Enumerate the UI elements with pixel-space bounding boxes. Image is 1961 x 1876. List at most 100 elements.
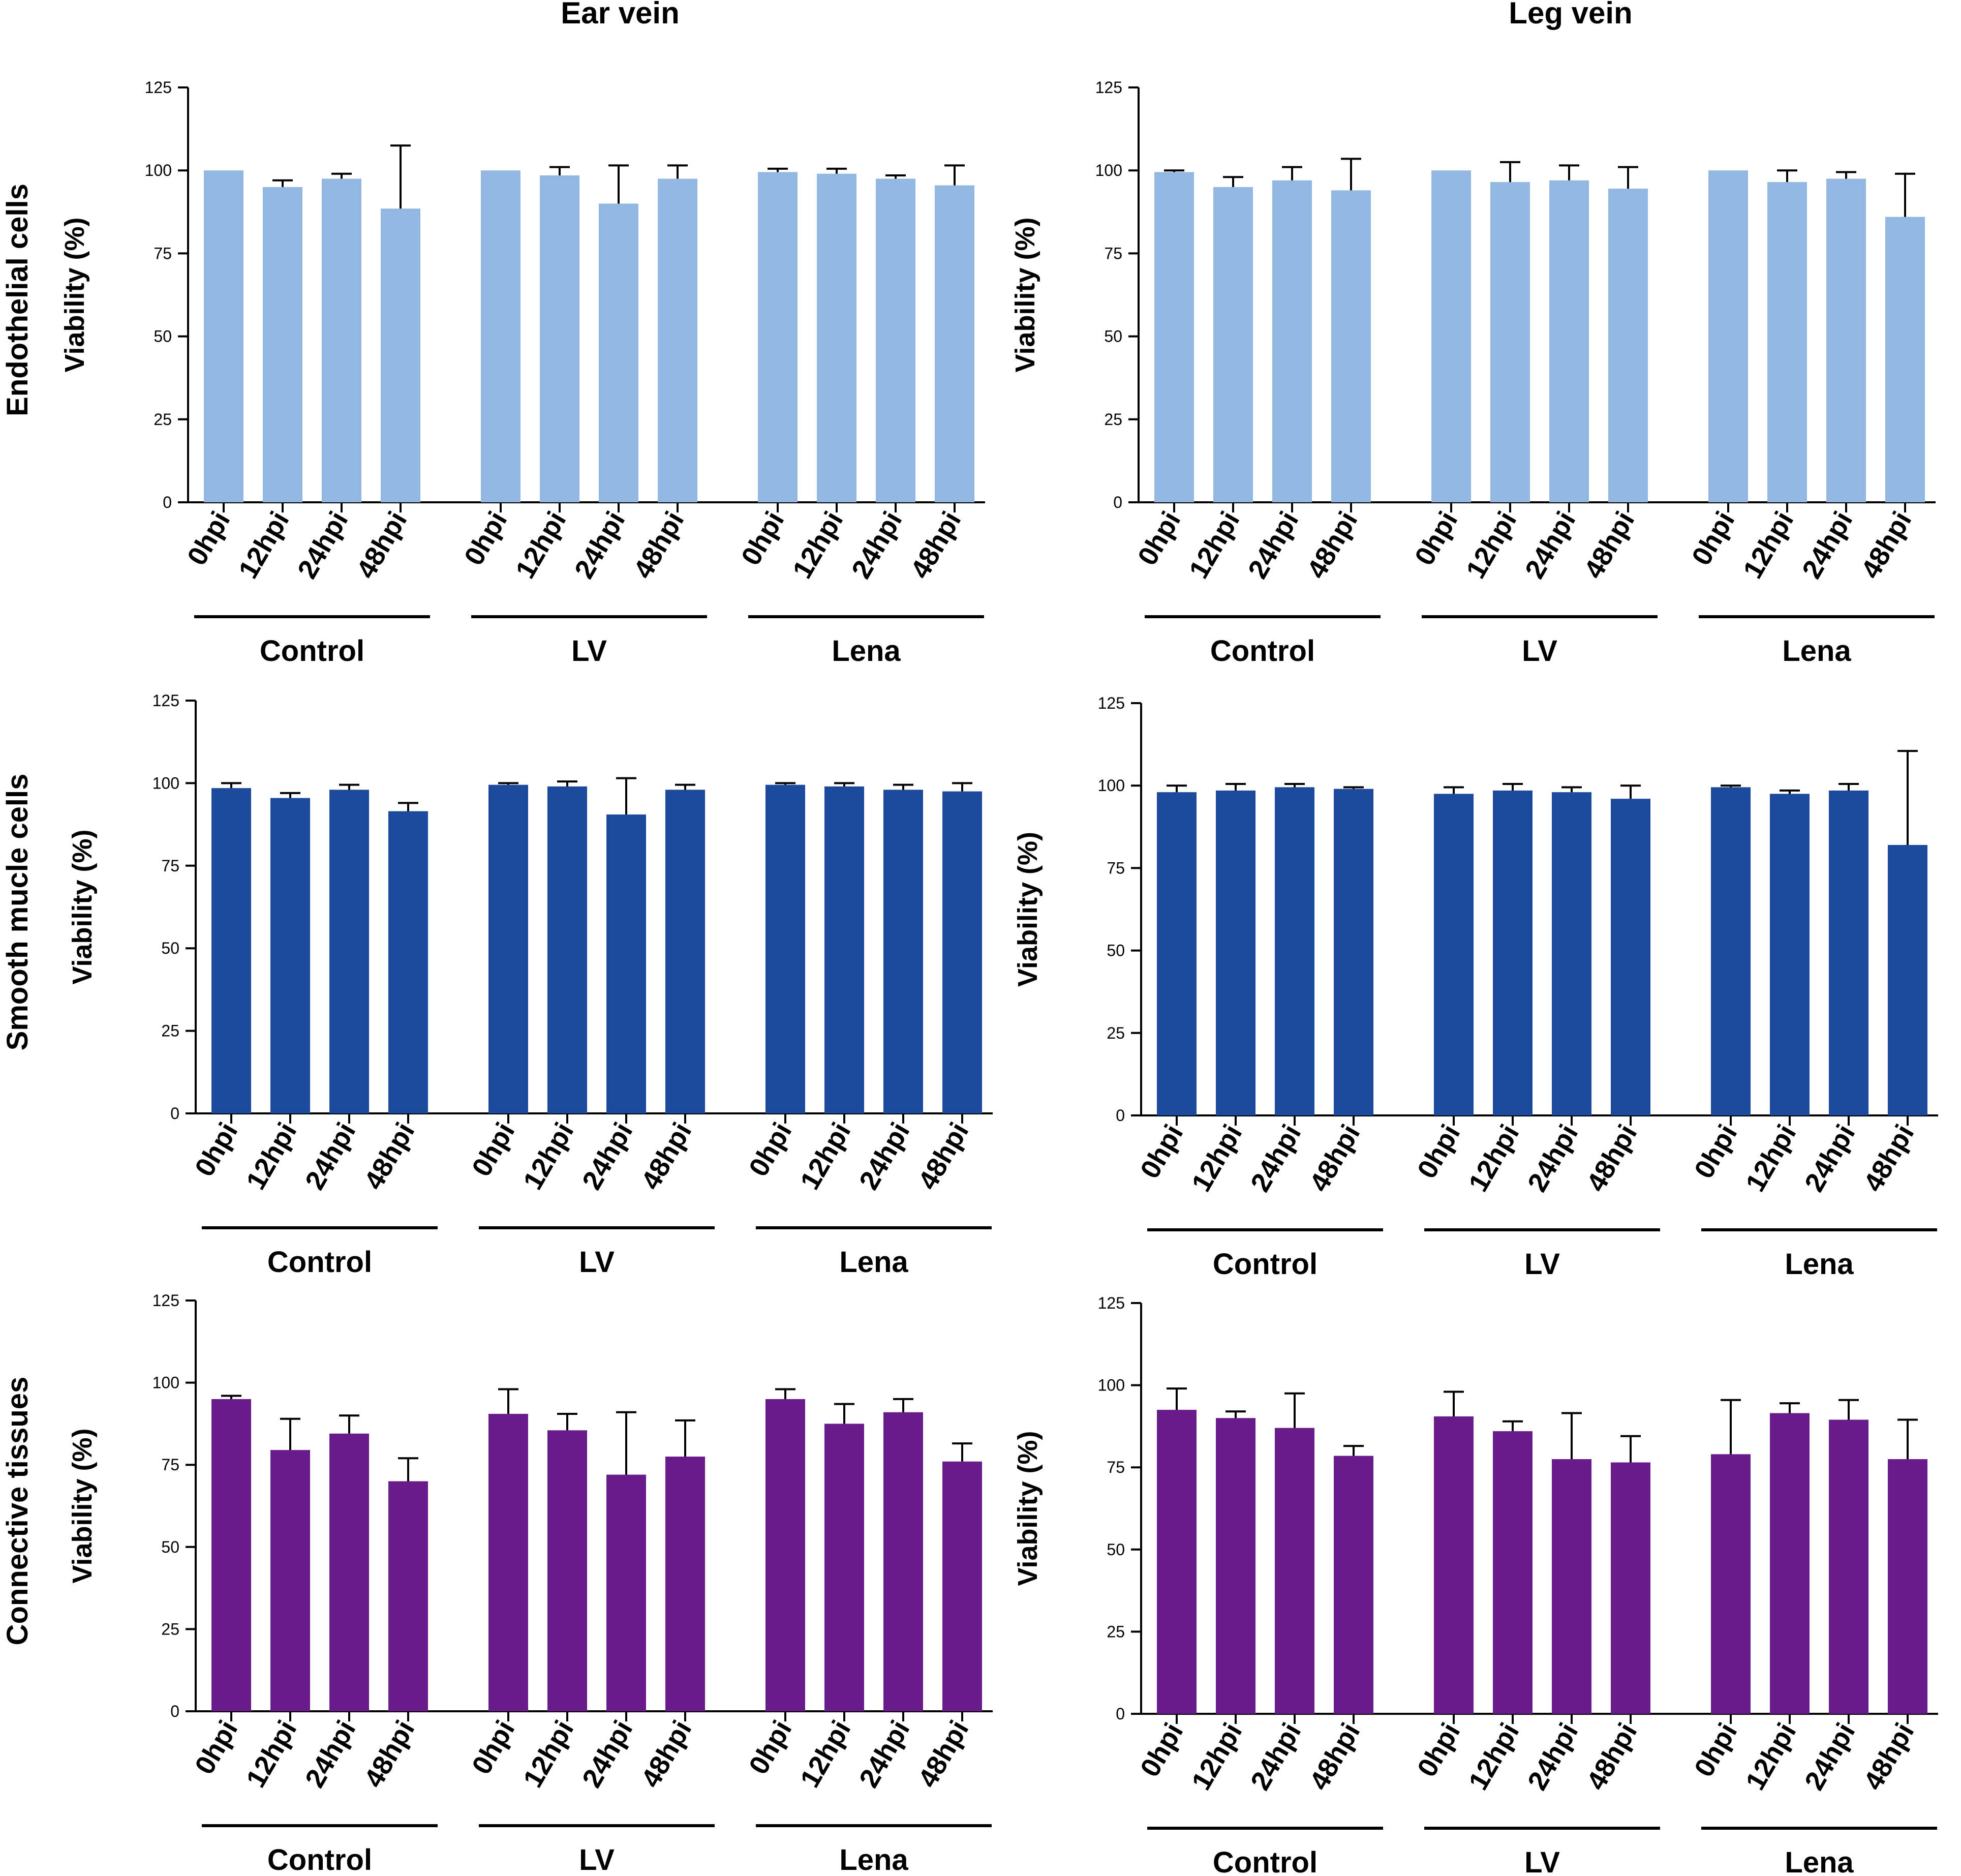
x-tick-label: 0hpi	[1686, 506, 1740, 570]
y-tick-label: 0	[163, 493, 172, 511]
bar-lena-24hpi	[1829, 790, 1868, 1115]
x-tick-label: 12hpi	[794, 1715, 856, 1793]
bar-control-12hpi	[263, 187, 302, 503]
x-tick-label: 48hpi	[1578, 506, 1640, 584]
x-tick-label: 24hpi	[1245, 1718, 1307, 1795]
x-tick-label: 48hpi	[1855, 506, 1917, 584]
x-tick-label: 0hpi	[466, 1715, 520, 1779]
bar-lena-24hpi	[883, 790, 923, 1113]
y-tick-label: 50	[161, 1538, 179, 1556]
x-tick-label: 12hpi	[1460, 506, 1522, 584]
x-tick-label: 48hpi	[1304, 1718, 1366, 1795]
x-tick-label: 24hpi	[1799, 1718, 1861, 1795]
bar-control-48hpi	[1331, 190, 1371, 502]
x-tick-label: 12hpi	[794, 1117, 856, 1195]
x-tick-label: 12hpi	[787, 506, 849, 584]
x-tick-label: 48hpi	[1858, 1718, 1920, 1795]
bar-lena-48hpi	[942, 1461, 982, 1711]
y-tick-label: 100	[1098, 1376, 1125, 1395]
x-tick-label: 0hpi	[458, 506, 513, 570]
x-tick-label: 12hpi	[1186, 1119, 1248, 1197]
y-tick-label: 125	[1095, 78, 1122, 97]
x-tick-label: 24hpi	[853, 1117, 915, 1195]
group-label: Lena	[832, 634, 901, 668]
chart-panel-0: Ear vein Endothelial cells Viability (%) 0 2…	[1, 0, 985, 668]
x-tick-label: 48hpi	[1858, 1119, 1920, 1197]
chart-panel-5: Viability (%)02550751001250hpi12hpi24hpi…	[1013, 1294, 1938, 1876]
x-tick-label: 24hpi	[1242, 506, 1304, 584]
bar-lv-12hpi	[540, 175, 579, 502]
group-label: Control	[1213, 1248, 1317, 1281]
y-tick-label: 25	[1104, 410, 1122, 429]
bar-lena-24hpi	[1829, 1419, 1868, 1714]
x-tick-label: 24hpi	[576, 1117, 638, 1195]
bar-lv-24hpi	[1549, 180, 1589, 502]
group-label: Control	[1213, 1846, 1317, 1876]
x-tick-label: 12hpi	[240, 1117, 302, 1195]
y-axis-label: Viability (%)	[59, 217, 90, 372]
row-title: Smooth mucle cells	[1, 774, 34, 1051]
group-label: LV	[1522, 634, 1557, 668]
bar-lv-24hpi	[606, 1474, 646, 1711]
x-tick-label: 48hpi	[351, 506, 413, 584]
bar-control-48hpi	[1334, 789, 1373, 1115]
group-label: LV	[579, 1843, 615, 1876]
group-label: LV	[1524, 1846, 1560, 1876]
bar-control-0hpi	[1157, 792, 1197, 1115]
x-tick-label: 0hpi	[1409, 506, 1463, 570]
y-tick-label: 50	[1107, 942, 1125, 960]
bar-control-0hpi	[211, 1399, 251, 1711]
bar-lena-12hpi	[817, 173, 856, 502]
y-axis-label: Viability (%)	[1013, 832, 1043, 987]
group-label: Lena	[1785, 1248, 1854, 1281]
x-tick-label: 12hpi	[517, 1715, 579, 1793]
chart-panel-2: Smooth mucle cells Viability (%) 0 25 50 75 10…	[1, 691, 993, 1279]
x-tick-label: 24hpi	[299, 1715, 361, 1793]
y-tick-label: 125	[1098, 694, 1125, 712]
x-tick-label: 24hpi	[1796, 506, 1858, 584]
group-label: Control	[1210, 634, 1315, 668]
x-tick-label: 24hpi	[853, 1715, 915, 1793]
bar-lv-24hpi	[606, 814, 646, 1113]
bar-lv-48hpi	[1608, 189, 1648, 502]
bar-lv-12hpi	[547, 786, 587, 1113]
chart-panel-3: Viability (%)02550751001250hpi12hpi24hpi…	[1013, 694, 1938, 1281]
x-tick-label: 0hpi	[1412, 1718, 1466, 1782]
x-tick-label: 0hpi	[189, 1117, 243, 1182]
y-tick-label: 25	[154, 410, 172, 429]
bar-control-0hpi	[1157, 1410, 1197, 1714]
y-axis-label: Viability (%)	[67, 1428, 98, 1583]
bar-control-0hpi	[204, 170, 243, 502]
bar-lena-48hpi	[1888, 844, 1927, 1115]
x-tick-label: 12hpi	[233, 506, 295, 584]
y-tick-label: 50	[1104, 327, 1122, 346]
bar-lv-48hpi	[658, 178, 697, 502]
bar-lena-48hpi	[1885, 217, 1925, 502]
y-tick-label: 25	[161, 1022, 179, 1040]
group-label: Control	[260, 634, 364, 668]
bar-lv-0hpi	[1434, 794, 1474, 1115]
y-tick-label: 0	[1116, 1705, 1125, 1723]
x-tick-label: 24hpi	[576, 1715, 638, 1793]
column-title: Ear vein	[561, 0, 679, 30]
bar-lena-48hpi	[935, 185, 974, 502]
row-title: Connective tissues	[1, 1377, 34, 1646]
bar-lv-12hpi	[1493, 790, 1533, 1115]
y-tick-label: 125	[145, 78, 172, 97]
x-tick-label: 48hpi	[905, 506, 967, 584]
y-tick-label: 125	[152, 1291, 179, 1310]
x-tick-label: 24hpi	[1799, 1119, 1861, 1197]
bar-control-24hpi	[1275, 1428, 1314, 1714]
bar-control-48hpi	[381, 208, 420, 503]
x-tick-label: 0hpi	[189, 1715, 243, 1779]
bar-lv-0hpi	[488, 784, 528, 1113]
x-tick-label: 48hpi	[1301, 506, 1363, 584]
bar-lv-24hpi	[1552, 792, 1591, 1115]
bar-lv-0hpi	[1434, 1416, 1474, 1714]
bar-lena-48hpi	[1888, 1459, 1927, 1714]
x-tick-label: 48hpi	[628, 506, 690, 584]
bar-lv-24hpi	[1552, 1459, 1591, 1714]
bar-lena-12hpi	[1770, 794, 1810, 1115]
x-tick-label: 12hpi	[1740, 1718, 1802, 1795]
